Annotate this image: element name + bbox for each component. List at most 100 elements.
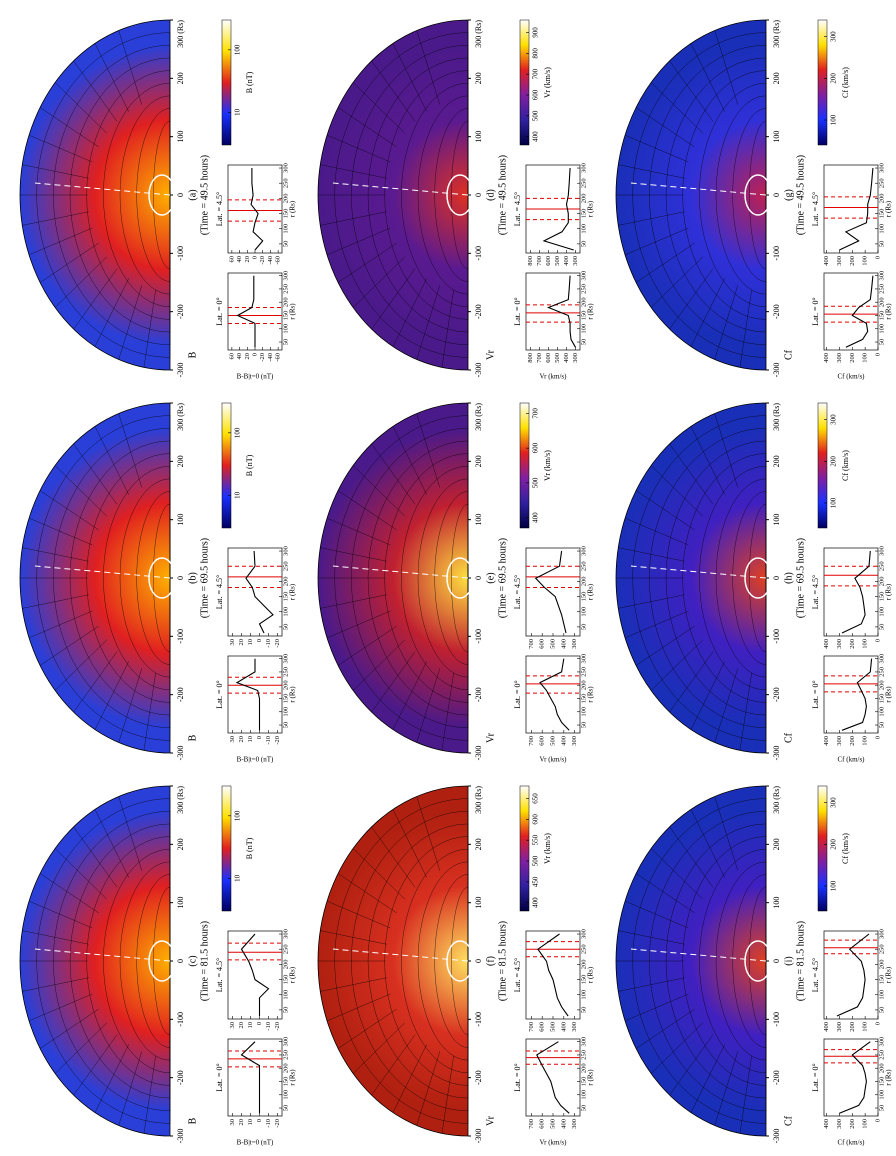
r-tick-label: 150 bbox=[282, 209, 289, 219]
field-line bbox=[451, 886, 469, 1036]
disk-tick-label: 300 (Rs) bbox=[176, 786, 185, 814]
profile-line bbox=[235, 658, 261, 731]
value-tick-label: -40 bbox=[267, 353, 274, 362]
disk-tick-label: -300 bbox=[772, 1129, 781, 1144]
value-tick-label: 100 bbox=[862, 256, 869, 266]
colorbar-tick-label: 100 bbox=[234, 810, 242, 821]
field-line bbox=[618, 594, 685, 609]
field-line bbox=[39, 490, 99, 531]
colorbar-tick-label: 300 bbox=[830, 797, 838, 808]
profile-frame bbox=[525, 655, 581, 734]
value-axis-label: B-B|t=0 (nT) bbox=[237, 1139, 274, 1147]
field-line bbox=[352, 82, 405, 134]
field-line bbox=[649, 428, 767, 728]
field-line bbox=[665, 57, 767, 333]
value-tick-label: 400 bbox=[823, 1022, 830, 1032]
profile-title: Lat. = 0° bbox=[513, 1063, 522, 1091]
value-tick-label: 600 bbox=[545, 256, 552, 266]
field-line bbox=[337, 107, 397, 148]
r-tick-label: 50 bbox=[580, 722, 587, 729]
disk-tick-label: -300 bbox=[176, 746, 185, 761]
panel-quantity: Cf bbox=[783, 732, 794, 743]
value-tick-label: 20 bbox=[238, 1022, 245, 1029]
field-line bbox=[143, 672, 156, 751]
field-line bbox=[28, 900, 93, 929]
field-line bbox=[624, 517, 689, 546]
panel: -300 -200 -100 0 100 200 300 (Rs) (g) (Time = 49… bbox=[615, 19, 893, 381]
r-tick-label: 150 bbox=[580, 694, 587, 704]
r-tick-label: 300 bbox=[878, 929, 885, 939]
r-tick-label: 250 bbox=[878, 178, 885, 188]
value-tick-label: -20 bbox=[274, 736, 281, 745]
profile-frame bbox=[227, 1038, 283, 1117]
value-tick-label: 0 bbox=[874, 1022, 881, 1025]
disk-tick-label: 200 bbox=[474, 72, 483, 84]
profile-title: Lat. = 0° bbox=[811, 680, 820, 708]
value-tick-label: 10 bbox=[247, 1119, 254, 1126]
r-axis-label: r (Rs) bbox=[885, 686, 893, 703]
colorbar bbox=[519, 402, 530, 529]
disk-tick-label: 100 bbox=[474, 514, 483, 526]
colorbar-tick-label: 600 bbox=[532, 89, 540, 100]
field-line bbox=[371, 60, 416, 122]
field-line bbox=[635, 625, 695, 666]
field-line bbox=[714, 1051, 739, 1126]
r-tick-label: 50 bbox=[580, 339, 587, 346]
disk-tick-label: -100 bbox=[474, 246, 483, 261]
field-line bbox=[715, 95, 767, 295]
value-tick-label: 500 bbox=[549, 639, 556, 649]
field-line bbox=[337, 873, 397, 914]
value-tick-label: 400 bbox=[823, 736, 830, 746]
profile-frame bbox=[525, 547, 581, 637]
profile-line bbox=[845, 275, 874, 348]
panel-time: (Time = 69.5 hours) bbox=[497, 538, 508, 618]
field-line bbox=[320, 547, 387, 562]
value-tick-label: 300 bbox=[571, 736, 578, 746]
value-tick-label: -60 bbox=[275, 256, 282, 265]
panel-quantity: Vr bbox=[485, 732, 496, 743]
value-tick-label: 300 bbox=[571, 1022, 578, 1032]
field-line bbox=[326, 517, 391, 546]
r-tick-label: 50 bbox=[282, 1105, 289, 1112]
colorbar-tick-label: 500 bbox=[532, 110, 540, 121]
value-tick-label: 800 bbox=[527, 353, 534, 363]
field-line bbox=[118, 30, 143, 105]
field-line bbox=[39, 625, 99, 666]
field-line bbox=[73, 443, 118, 505]
value-tick-label: 300 bbox=[571, 639, 578, 649]
r-tick-label: 100 bbox=[580, 707, 587, 717]
r-tick-label: 200 bbox=[878, 194, 885, 204]
r-axis-label: r (Rs) bbox=[587, 966, 595, 983]
r-tick-label: 150 bbox=[580, 592, 587, 602]
field-line bbox=[384, 70, 469, 320]
profile-line bbox=[236, 275, 256, 348]
value-tick-label: 20 bbox=[238, 639, 245, 646]
value-tick-label: -10 bbox=[265, 1022, 272, 1031]
r-tick-label: 50 bbox=[878, 624, 885, 631]
cme-axis bbox=[332, 565, 469, 579]
value-tick-label: 400 bbox=[823, 256, 830, 266]
colorbar-tick-label: 500 bbox=[532, 477, 540, 488]
colorbar-tick-label: 900 bbox=[532, 27, 540, 38]
profile-frame bbox=[823, 1038, 879, 1117]
value-tick-label: 20 bbox=[238, 1119, 245, 1126]
field-line bbox=[86, 836, 171, 1086]
disk-tick-label: 100 bbox=[176, 131, 185, 143]
field-line bbox=[441, 289, 454, 368]
r-tick-label: 150 bbox=[282, 975, 289, 985]
value-tick-label: 60 bbox=[228, 353, 235, 360]
r-tick-label: 150 bbox=[878, 592, 885, 602]
profile-line bbox=[245, 550, 274, 634]
value-tick-label: -60 bbox=[275, 353, 282, 362]
colorbar-tick-label: 100 bbox=[234, 427, 242, 438]
field-line bbox=[22, 164, 89, 179]
cme-axis bbox=[630, 565, 767, 579]
field-line bbox=[371, 651, 416, 713]
colorbar bbox=[221, 785, 232, 912]
profile-line bbox=[240, 933, 270, 1016]
panel-label: (h) bbox=[783, 572, 794, 584]
field-line bbox=[320, 164, 387, 179]
r-tick-label: 100 bbox=[878, 990, 885, 1000]
colorbar-tick-label: 10 bbox=[234, 874, 242, 882]
field-line bbox=[334, 798, 469, 1124]
